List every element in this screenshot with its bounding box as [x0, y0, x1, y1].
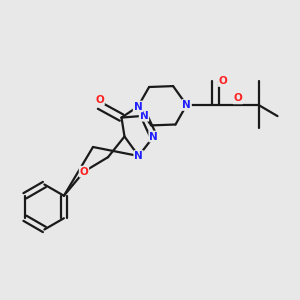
Text: N: N	[134, 151, 143, 161]
Text: N: N	[149, 131, 158, 142]
Text: O: O	[95, 94, 104, 105]
Text: O: O	[218, 76, 227, 86]
Text: N: N	[140, 111, 148, 121]
Text: N: N	[134, 101, 142, 112]
Text: O: O	[233, 93, 242, 103]
Text: N: N	[182, 100, 191, 110]
Text: O: O	[80, 167, 88, 177]
